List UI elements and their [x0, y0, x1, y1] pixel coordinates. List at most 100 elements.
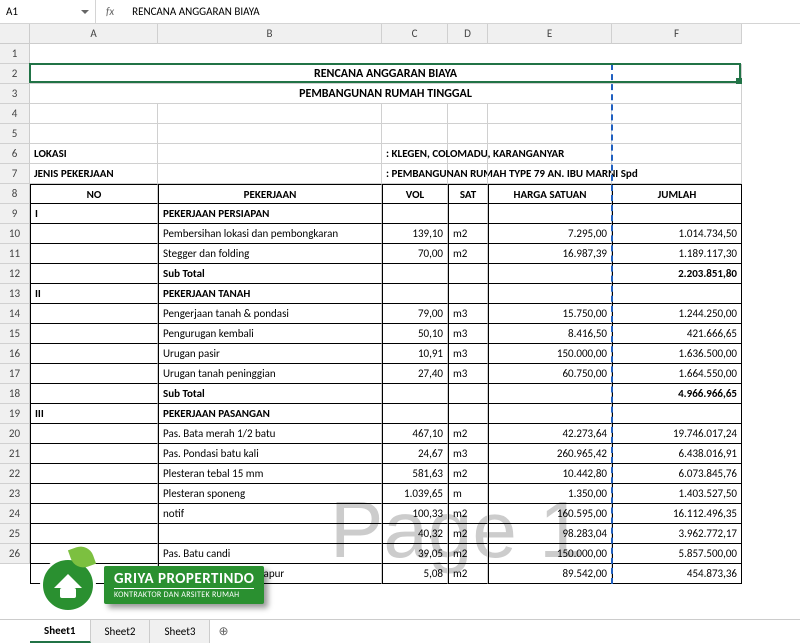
cell[interactable]: : KLEGEN, COLOMADU, KARANGANYAR — [382, 144, 448, 164]
cell[interactable]: m2 — [448, 224, 488, 244]
cell[interactable] — [488, 204, 612, 224]
cell[interactable]: I — [30, 204, 158, 224]
row-header[interactable]: 6 — [0, 144, 30, 164]
column-header[interactable]: A — [30, 24, 158, 44]
sheet-tab[interactable]: Sheet2 — [91, 620, 151, 643]
cell[interactable]: 260.965,42 — [488, 444, 612, 464]
row-header[interactable]: 15 — [0, 324, 30, 344]
cells-area[interactable]: Page 1 LOKASI: KLEGEN, COLOMADU, KARANGA… — [30, 64, 800, 584]
cell[interactable]: m2 — [448, 244, 488, 264]
cell[interactable]: 1.244.250,00 — [612, 304, 742, 324]
cell[interactable]: 24,67 — [382, 444, 448, 464]
row-header[interactable]: 24 — [0, 504, 30, 524]
cell[interactable] — [30, 444, 158, 464]
cell[interactable] — [30, 484, 158, 504]
row-header[interactable]: 25 — [0, 524, 30, 544]
cell[interactable]: 10.442,80 — [488, 464, 612, 484]
column-header[interactable]: D — [448, 24, 488, 44]
cell[interactable]: m3 — [448, 344, 488, 364]
cell[interactable]: 39,05 — [382, 544, 448, 564]
row-header[interactable]: 2 — [0, 64, 30, 84]
cell[interactable]: 40,32 — [382, 524, 448, 544]
cell[interactable]: 160.595,00 — [488, 504, 612, 524]
cell[interactable]: m2 — [448, 524, 488, 544]
cell[interactable] — [612, 204, 742, 224]
row-header[interactable]: 23 — [0, 484, 30, 504]
cell[interactable]: Pas. Pondasi batu kali — [158, 444, 382, 464]
cell[interactable]: m3 — [448, 364, 488, 384]
cell[interactable] — [448, 144, 488, 164]
cell[interactable]: PEKERJAAN PERSIAPAN — [158, 204, 382, 224]
cell[interactable] — [382, 284, 448, 304]
cell[interactable] — [488, 284, 612, 304]
add-sheet-button[interactable]: ⊕ — [210, 624, 236, 639]
cell[interactable]: 70,00 — [382, 244, 448, 264]
cell[interactable]: : PEMBANGUNAN RUMAH TYPE 79 AN. IBU MARN… — [382, 164, 448, 184]
cell[interactable]: 1.039,65 — [382, 484, 448, 504]
cell[interactable]: 27,40 — [382, 364, 448, 384]
cell[interactable]: 15.750,00 — [488, 304, 612, 324]
cell[interactable] — [158, 124, 382, 144]
cell[interactable]: JENIS PEKERJAAN — [30, 164, 158, 184]
cell[interactable] — [30, 124, 158, 144]
cell[interactable] — [488, 144, 612, 164]
cell[interactable] — [158, 104, 382, 124]
cell[interactable]: Urugan tanah peninggian — [158, 364, 382, 384]
cell[interactable]: 1.664.550,00 — [612, 364, 742, 384]
cell[interactable]: 1.403.527,50 — [612, 484, 742, 504]
cell[interactable]: m3 — [448, 444, 488, 464]
cell[interactable]: Plesteran sponeng — [158, 484, 382, 504]
cell[interactable] — [448, 384, 488, 404]
row-header[interactable]: 20 — [0, 424, 30, 444]
cell[interactable]: 581,63 — [382, 464, 448, 484]
row-header[interactable]: 14 — [0, 304, 30, 324]
cell[interactable]: 3.962.772,17 — [612, 524, 742, 544]
cell[interactable]: 60.750,00 — [488, 364, 612, 384]
fx-icon[interactable]: fx — [102, 5, 118, 18]
cell[interactable]: 421.666,65 — [612, 324, 742, 344]
formula-input[interactable]: RENCANA ANGGARAN BIAYA — [124, 5, 800, 18]
cell[interactable]: m2 — [448, 564, 488, 584]
cell[interactable]: 19.746.017,24 — [612, 424, 742, 444]
cell[interactable] — [382, 104, 448, 124]
cell[interactable]: m3 — [448, 304, 488, 324]
cell[interactable]: 89.542,00 — [488, 564, 612, 584]
row-header[interactable]: 5 — [0, 124, 30, 144]
cell[interactable]: 139,10 — [382, 224, 448, 244]
sheet-tab[interactable]: Sheet3 — [150, 620, 210, 643]
cell[interactable] — [612, 104, 742, 124]
cell[interactable]: 150.000,00 — [488, 544, 612, 564]
cell[interactable] — [382, 264, 448, 284]
cell[interactable]: JUMLAH — [612, 184, 742, 204]
cell[interactable] — [448, 124, 488, 144]
row-header[interactable]: 26 — [0, 544, 30, 564]
cell[interactable] — [488, 164, 612, 184]
column-header[interactable]: F — [612, 24, 742, 44]
row-header[interactable]: 4 — [0, 104, 30, 124]
cell[interactable]: PEKERJAAN PASANGAN — [158, 404, 382, 424]
cell[interactable]: 100,33 — [382, 504, 448, 524]
cell[interactable] — [30, 364, 158, 384]
cell[interactable]: Pengurugan kembali — [158, 324, 382, 344]
cell[interactable]: SAT — [448, 184, 488, 204]
cell[interactable] — [488, 104, 612, 124]
cell[interactable] — [158, 164, 382, 184]
cell[interactable]: Urugan pasir — [158, 344, 382, 364]
cell[interactable]: m2 — [448, 544, 488, 564]
cell[interactable]: 79,00 — [382, 304, 448, 324]
cell[interactable] — [30, 264, 158, 284]
sheet-tab[interactable]: Sheet1 — [30, 620, 91, 643]
cell[interactable] — [30, 464, 158, 484]
cell[interactable]: 6.438.016,91 — [612, 444, 742, 464]
cell[interactable] — [448, 284, 488, 304]
cell[interactable] — [488, 404, 612, 424]
cell[interactable]: Pembersihan lokasi dan pembongkaran — [158, 224, 382, 244]
cell[interactable] — [382, 204, 448, 224]
cell[interactable]: II — [30, 284, 158, 304]
cell[interactable]: 6.073.845,76 — [612, 464, 742, 484]
cell[interactable]: 98.283,04 — [488, 524, 612, 544]
cell[interactable]: 467,10 — [382, 424, 448, 444]
cell[interactable] — [612, 164, 742, 184]
name-box[interactable]: A1 — [0, 0, 96, 23]
select-all-corner[interactable] — [0, 24, 30, 44]
